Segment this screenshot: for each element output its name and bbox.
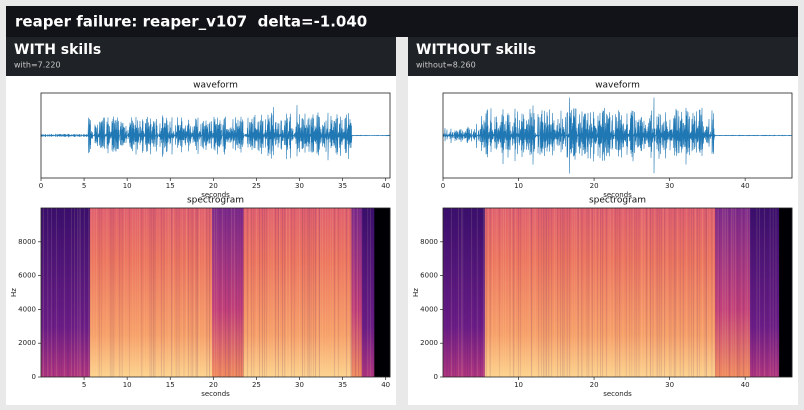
- y-tick-label: 0: [434, 373, 438, 381]
- y-tick-label: 6000: [420, 272, 438, 280]
- x-tick-label: 25: [252, 182, 261, 190]
- x-tick-label: 20: [209, 381, 218, 389]
- spectrogram-region: [194, 208, 213, 377]
- spectrogram-region: [715, 208, 751, 377]
- x-tick-label: 20: [590, 182, 599, 190]
- x-tick-label: 30: [665, 381, 674, 389]
- y-tick-label: 8000: [18, 238, 36, 246]
- x-tick-label: 0: [441, 182, 445, 190]
- x-tick-label: 15: [166, 381, 175, 389]
- x-tick-label: 10: [123, 182, 132, 190]
- x-tick-label: 10: [123, 381, 132, 389]
- x-tick-label: 40: [381, 381, 390, 389]
- y-tick-label: 2000: [18, 339, 36, 347]
- spectrogram-region: [484, 208, 716, 377]
- x-tick-label: 20: [209, 182, 218, 190]
- y-tick-label: 2000: [420, 339, 438, 347]
- spectrogram-region: [243, 208, 352, 377]
- plot-title: waveform: [193, 81, 238, 91]
- panel-subtitle: with=7.220: [14, 61, 61, 70]
- x-tick-label: 40: [741, 182, 750, 190]
- y-tick-label: 6000: [18, 272, 36, 280]
- x-axis-label: seconds: [201, 191, 230, 199]
- x-axis-label: seconds: [201, 390, 230, 398]
- spectrogram-region: [212, 208, 244, 377]
- spectrogram-region: [779, 208, 793, 377]
- waveform-trace: [442, 97, 793, 174]
- panel-subtitle: without=8.260: [416, 61, 476, 70]
- spectrogram-region: [362, 208, 375, 377]
- x-tick-label: 35: [338, 182, 347, 190]
- x-tick-label: 25: [252, 381, 261, 389]
- plot-frame: [442, 92, 793, 179]
- waveform-trace: [40, 105, 391, 161]
- x-tick-label: 15: [166, 182, 175, 190]
- x-tick-label: 40: [741, 381, 750, 389]
- panel-title: WITHOUT skills: [416, 42, 536, 58]
- plot-frame: [40, 92, 391, 179]
- spectrogram-region: [750, 208, 780, 377]
- plot-title: waveform: [595, 81, 640, 91]
- y-tick-label: 8000: [420, 238, 438, 246]
- y-axis-label: Hz: [412, 288, 420, 297]
- y-tick-label: 4000: [420, 305, 438, 313]
- x-tick-label: 35: [338, 381, 347, 389]
- x-tick-label: 30: [295, 381, 304, 389]
- spectrogram-region: [89, 208, 195, 377]
- panel-header: [408, 37, 798, 76]
- plot-frame: [442, 207, 793, 378]
- spectrogram-region: [351, 208, 363, 377]
- plot-title: spectrogram: [589, 196, 646, 206]
- header-bar: [6, 6, 798, 37]
- x-tick-label: 0: [39, 182, 43, 190]
- x-tick-label: 5: [82, 182, 86, 190]
- y-axis-label: Hz: [10, 288, 18, 297]
- x-tick-label: 30: [665, 182, 674, 190]
- header-title: reaper failure: reaper_v107 delta=-1.040: [15, 13, 367, 31]
- x-tick-label: 30: [295, 182, 304, 190]
- x-tick-label: 40: [381, 182, 390, 190]
- spectrogram-region: [443, 208, 486, 377]
- plot-frame: [40, 207, 391, 378]
- x-tick-label: 10: [514, 381, 523, 389]
- y-tick-label: 4000: [18, 305, 36, 313]
- x-tick-label: 20: [590, 381, 599, 389]
- spectrogram-region: [41, 208, 91, 377]
- x-tick-label: 10: [514, 182, 523, 190]
- spectrogram-region: [374, 208, 391, 377]
- panel-title: WITH skills: [14, 42, 101, 58]
- x-tick-label: 5: [82, 381, 86, 389]
- x-axis-label: seconds: [603, 390, 632, 398]
- x-axis-label: seconds: [603, 191, 632, 199]
- plot-title: spectrogram: [187, 196, 244, 206]
- panel-header: [6, 37, 396, 76]
- y-tick-label: 0: [32, 373, 36, 381]
